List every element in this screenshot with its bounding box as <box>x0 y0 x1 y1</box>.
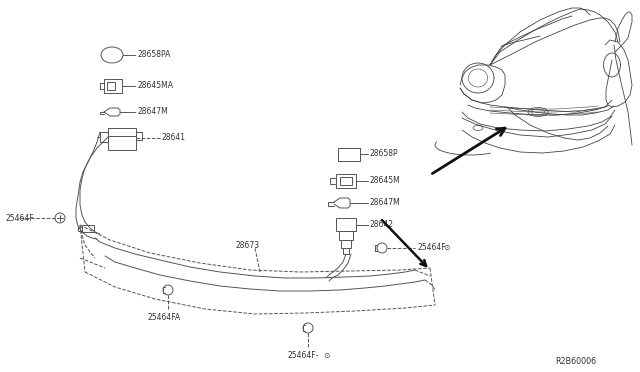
Text: 28645MA: 28645MA <box>137 80 173 90</box>
Text: 25464F-: 25464F- <box>288 350 319 359</box>
Bar <box>336 174 356 188</box>
Bar <box>340 177 352 185</box>
Text: 25464FA: 25464FA <box>148 314 181 323</box>
Bar <box>108 128 136 150</box>
Bar <box>341 240 351 248</box>
Text: R2B60006: R2B60006 <box>555 357 596 366</box>
Bar <box>100 132 108 142</box>
Bar <box>339 231 353 240</box>
Text: 28647M: 28647M <box>370 198 401 206</box>
Text: 28658PA: 28658PA <box>137 49 170 58</box>
Bar <box>343 248 349 254</box>
Bar <box>104 79 122 93</box>
Bar <box>82 225 94 232</box>
Text: 28658P: 28658P <box>370 148 399 157</box>
Text: 28642: 28642 <box>370 219 394 228</box>
Text: 25464F: 25464F <box>5 214 34 222</box>
Bar <box>336 218 356 231</box>
Text: ⊙: ⊙ <box>443 243 449 251</box>
Bar <box>338 148 360 161</box>
Text: ⊙: ⊙ <box>323 350 330 359</box>
Text: 28641: 28641 <box>162 132 186 141</box>
Bar <box>107 82 115 90</box>
Bar <box>78 227 82 231</box>
Text: 28673: 28673 <box>235 241 259 250</box>
Text: 25464F: 25464F <box>418 243 447 251</box>
Text: 28645M: 28645M <box>370 176 401 185</box>
Text: 28647M: 28647M <box>137 106 168 115</box>
